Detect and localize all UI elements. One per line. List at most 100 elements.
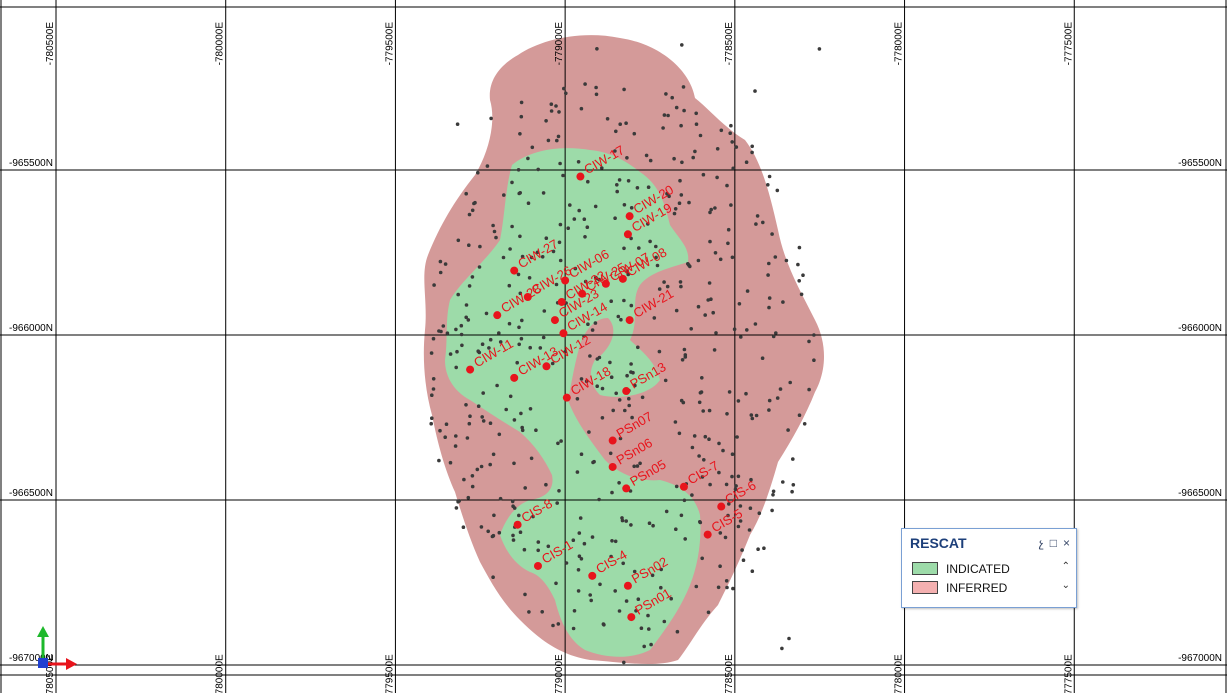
collar-dot [703,313,707,317]
collar-dot [577,554,582,558]
drillhole-marker[interactable] [618,274,627,283]
collar-dot [729,203,733,207]
collar-dot [679,284,683,289]
drillhole-marker[interactable] [559,329,568,338]
collar-dot [646,613,650,618]
drillhole-marker[interactable] [550,316,559,325]
pin-icon[interactable]: չ [1038,536,1044,550]
drillhole-marker[interactable] [523,293,532,301]
x-tick-label: -778500E [724,654,735,693]
drillhole-marker[interactable] [588,571,597,580]
drillhole-marker[interactable] [622,484,631,493]
collar-dot [538,346,543,350]
drillhole-marker[interactable] [608,462,617,471]
collar-dot [516,272,521,277]
collar-dot [522,547,527,552]
drillhole-marker[interactable] [623,230,632,239]
y-tick-label: -965500N [9,158,53,169]
collar-dot [691,155,695,160]
collar-dot [756,547,760,551]
collar-dot [700,556,704,561]
collar-dot [453,444,458,448]
collar-dot [632,464,636,469]
collar-dot [593,321,598,325]
drillhole-marker[interactable] [513,520,522,529]
collar-dot [517,513,521,518]
collar-dot [690,493,694,497]
collar-dot [703,434,708,439]
collar-dot [754,222,758,226]
drillhole-marker[interactable] [578,289,587,298]
drillhole-marker[interactable] [493,311,502,320]
maximize-icon[interactable]: □ [1049,536,1057,550]
scroll-up-icon[interactable]: ⌃ [1061,561,1070,572]
collar-dot [577,531,582,535]
collar-dot [725,412,729,416]
collar-dot [568,203,572,207]
drillhole-marker[interactable] [561,276,570,285]
drillhole-marker[interactable] [576,172,585,181]
collar-dot [675,629,680,634]
drillhole-marker[interactable] [625,212,634,221]
drillhole-marker[interactable] [533,561,542,570]
collar-dot [738,519,743,523]
collar-dot [593,204,598,209]
y-tick-label: -966500N [9,488,53,499]
drillhole-marker[interactable] [466,365,475,374]
collar-dot [488,462,493,467]
drillhole-marker[interactable] [622,387,631,396]
drillhole-marker[interactable] [510,373,519,382]
drillhole-marker[interactable] [625,316,634,325]
collar-dot [464,403,468,407]
drillhole-marker[interactable] [542,362,551,371]
collar-dot [544,119,548,123]
drillhole-marker[interactable] [608,436,617,445]
collar-dot [517,325,521,330]
collar-dot [648,158,653,163]
collar-dot [749,413,754,417]
collar-dot [766,183,770,187]
x-tick-label: -779500E [384,22,395,66]
collar-dot [432,283,436,287]
collar-dot [564,561,569,565]
drillhole-marker[interactable] [562,393,571,402]
collar-dot [549,109,554,113]
legend-item-indicated[interactable]: INDICATED [912,559,1076,578]
drillhole-marker[interactable] [557,297,566,306]
collar-dot [647,521,652,525]
collar-dot [617,178,622,182]
scroll-down-icon[interactable]: ⌄ [1061,580,1070,591]
drillhole-marker[interactable] [627,613,636,622]
collar-dot [747,528,752,532]
legend-title-bar[interactable]: RESCAT չ □ × [902,529,1076,557]
drillhole-marker[interactable] [679,482,688,491]
collar-dot [726,241,730,246]
collar-dot [528,407,533,411]
collar-dot [749,477,753,482]
collar-dot [712,348,717,352]
drillhole-marker[interactable] [510,266,519,275]
collar-dot [771,489,776,494]
close-icon[interactable]: × [1062,536,1070,550]
drillhole-marker[interactable] [623,581,632,590]
collar-dot [466,495,471,500]
collar-dot [431,377,436,381]
collar-dot [448,352,453,356]
legend-item-inferred[interactable]: INFERRED [912,578,1076,597]
collar-dot [555,138,559,143]
collar-dot [491,452,496,457]
collar-dot [667,194,671,199]
collar-dot [429,351,434,355]
drillhole-marker[interactable] [717,502,726,511]
legend-scrollbar[interactable]: ⌃ ⌄ [1062,561,1070,591]
legend-panel[interactable]: RESCAT չ □ × INDICATED INFERRED ⌃ ⌄ [901,528,1077,608]
collar-dot [618,122,622,126]
drillhole-marker[interactable] [703,530,712,539]
collar-dot [467,212,472,217]
collar-dot [624,599,629,603]
collar-dot [697,400,702,405]
collar-dot [802,422,807,426]
collar-dot [708,239,712,244]
drillhole-marker[interactable] [601,279,610,288]
